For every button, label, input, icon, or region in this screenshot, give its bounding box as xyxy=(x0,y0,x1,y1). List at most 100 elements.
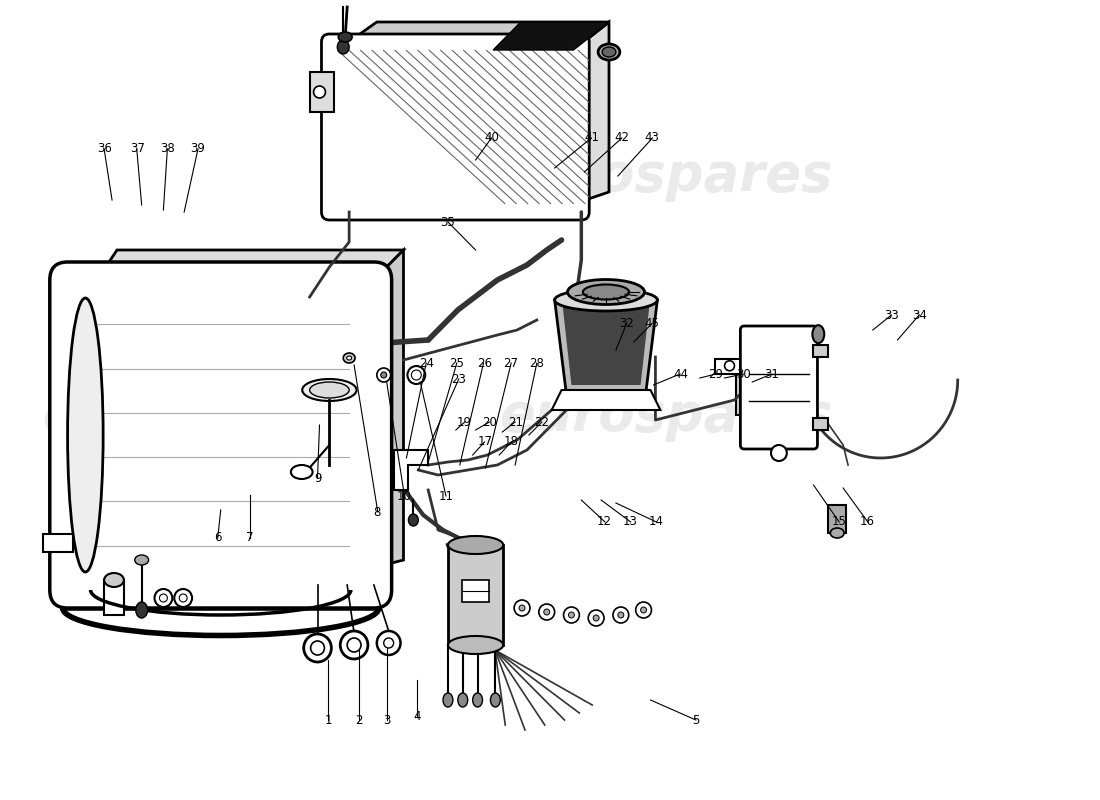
Text: 8: 8 xyxy=(374,506,381,518)
FancyBboxPatch shape xyxy=(321,34,590,220)
Ellipse shape xyxy=(290,465,312,479)
Ellipse shape xyxy=(602,47,616,57)
Ellipse shape xyxy=(302,379,356,401)
Text: 39: 39 xyxy=(190,142,206,155)
Bar xyxy=(715,358,745,374)
Text: 23: 23 xyxy=(451,373,466,386)
Ellipse shape xyxy=(583,285,629,299)
FancyBboxPatch shape xyxy=(50,262,392,608)
Ellipse shape xyxy=(813,325,824,343)
Bar xyxy=(814,418,828,430)
Ellipse shape xyxy=(408,514,418,526)
Ellipse shape xyxy=(343,353,355,363)
Polygon shape xyxy=(356,250,404,572)
Ellipse shape xyxy=(443,693,453,707)
Text: 10: 10 xyxy=(397,490,411,502)
Text: 19: 19 xyxy=(456,416,472,429)
Text: eurospares: eurospares xyxy=(498,150,832,202)
Text: 34: 34 xyxy=(912,309,927,322)
Circle shape xyxy=(640,607,647,613)
Bar xyxy=(462,580,490,602)
Circle shape xyxy=(174,589,192,607)
Circle shape xyxy=(569,612,574,618)
Polygon shape xyxy=(493,22,609,50)
Circle shape xyxy=(618,612,624,618)
Text: 44: 44 xyxy=(673,368,688,381)
Text: 25: 25 xyxy=(449,357,464,370)
Text: 17: 17 xyxy=(477,435,493,448)
Bar xyxy=(828,505,846,533)
Text: 1: 1 xyxy=(324,714,332,726)
Circle shape xyxy=(771,445,786,461)
Bar xyxy=(814,345,828,357)
Circle shape xyxy=(636,602,651,618)
Circle shape xyxy=(304,634,331,662)
Text: 18: 18 xyxy=(504,435,518,448)
Polygon shape xyxy=(573,22,609,204)
Ellipse shape xyxy=(339,32,352,42)
Text: 31: 31 xyxy=(764,368,779,381)
Text: 24: 24 xyxy=(419,357,433,370)
Circle shape xyxy=(519,605,525,611)
Text: 40: 40 xyxy=(484,131,499,144)
Text: 38: 38 xyxy=(161,142,175,155)
FancyBboxPatch shape xyxy=(740,326,817,449)
Text: 42: 42 xyxy=(614,131,629,144)
Text: 3: 3 xyxy=(384,714,390,726)
Polygon shape xyxy=(338,22,609,50)
Circle shape xyxy=(377,631,400,655)
Polygon shape xyxy=(394,450,428,490)
Ellipse shape xyxy=(598,44,619,60)
Text: 6: 6 xyxy=(213,531,221,544)
Circle shape xyxy=(381,372,387,378)
Text: 5: 5 xyxy=(692,714,700,726)
Text: 12: 12 xyxy=(597,515,612,528)
Ellipse shape xyxy=(830,528,844,538)
Text: 7: 7 xyxy=(246,531,254,544)
Bar xyxy=(309,72,334,112)
Ellipse shape xyxy=(458,693,468,707)
Ellipse shape xyxy=(135,602,147,618)
Circle shape xyxy=(593,615,600,621)
Ellipse shape xyxy=(309,382,349,398)
Bar xyxy=(448,545,504,645)
Circle shape xyxy=(725,361,735,370)
Bar xyxy=(736,365,746,414)
Circle shape xyxy=(514,600,530,616)
Ellipse shape xyxy=(568,279,645,305)
Text: 2: 2 xyxy=(355,714,363,726)
Circle shape xyxy=(543,609,550,615)
Circle shape xyxy=(588,610,604,626)
Circle shape xyxy=(384,638,394,648)
Circle shape xyxy=(613,607,629,623)
Ellipse shape xyxy=(448,636,504,654)
Circle shape xyxy=(179,594,187,602)
Bar xyxy=(43,534,73,552)
Text: eurospares: eurospares xyxy=(42,390,375,442)
Circle shape xyxy=(154,589,173,607)
Text: 35: 35 xyxy=(441,216,455,229)
Ellipse shape xyxy=(338,40,349,54)
Ellipse shape xyxy=(448,536,504,554)
Text: 28: 28 xyxy=(529,357,544,370)
Text: 21: 21 xyxy=(508,416,522,429)
Text: 13: 13 xyxy=(623,515,638,528)
Circle shape xyxy=(407,366,426,384)
Polygon shape xyxy=(562,305,649,385)
Text: 27: 27 xyxy=(504,357,518,370)
Text: 37: 37 xyxy=(130,142,144,155)
Text: 36: 36 xyxy=(97,142,112,155)
Polygon shape xyxy=(552,390,660,410)
Circle shape xyxy=(539,604,554,620)
Text: 26: 26 xyxy=(477,357,493,370)
Ellipse shape xyxy=(67,298,103,572)
Ellipse shape xyxy=(104,573,124,587)
Text: 43: 43 xyxy=(645,131,660,144)
Text: 15: 15 xyxy=(832,515,847,528)
Circle shape xyxy=(310,641,324,655)
Text: 33: 33 xyxy=(884,309,899,322)
Text: 4: 4 xyxy=(414,710,421,723)
Text: 20: 20 xyxy=(482,416,497,429)
Text: 9: 9 xyxy=(314,472,321,485)
Text: 16: 16 xyxy=(860,515,875,528)
